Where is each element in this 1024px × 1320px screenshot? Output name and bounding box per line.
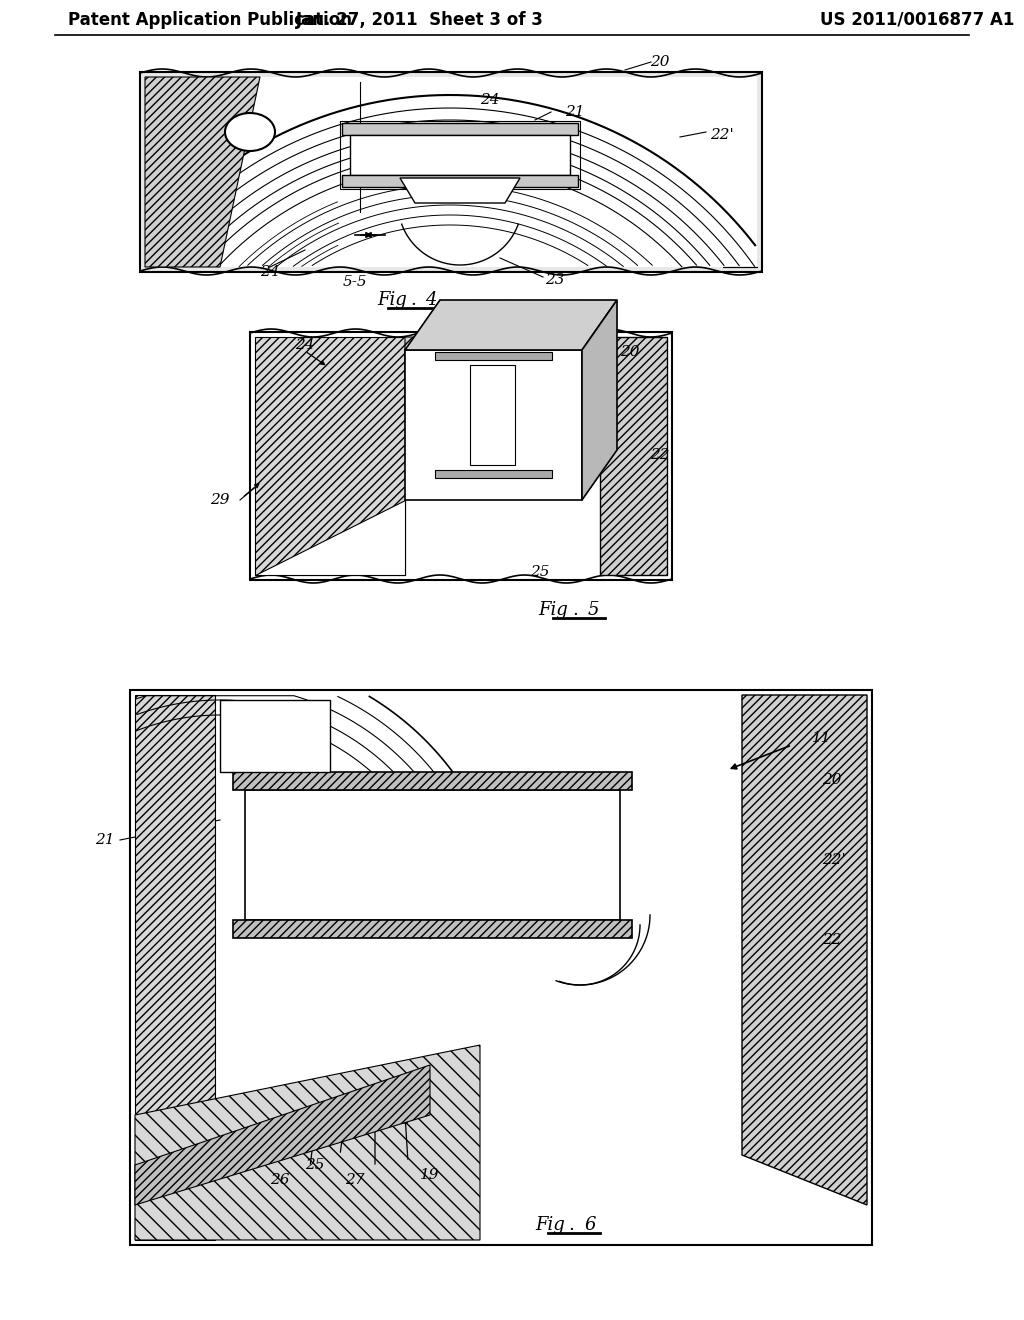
Text: 20: 20 xyxy=(650,55,670,69)
Text: 5: 5 xyxy=(588,601,599,619)
Text: 24: 24 xyxy=(260,265,280,279)
Polygon shape xyxy=(135,696,215,1239)
Polygon shape xyxy=(406,350,582,500)
Text: 22': 22' xyxy=(822,853,846,867)
Text: Fig: Fig xyxy=(539,601,568,619)
Text: Fig: Fig xyxy=(536,1216,565,1234)
Text: 25: 25 xyxy=(530,565,550,579)
Text: 20: 20 xyxy=(620,345,640,359)
Polygon shape xyxy=(135,1065,430,1205)
Polygon shape xyxy=(435,352,552,360)
Text: Jan. 27, 2011  Sheet 3 of 3: Jan. 27, 2011 Sheet 3 of 3 xyxy=(296,11,544,29)
Polygon shape xyxy=(582,300,617,500)
Polygon shape xyxy=(130,690,872,1245)
Polygon shape xyxy=(600,337,667,576)
Text: 21: 21 xyxy=(95,833,115,847)
Text: 22': 22' xyxy=(710,128,734,143)
Polygon shape xyxy=(406,337,600,412)
Polygon shape xyxy=(145,77,757,267)
Text: 29: 29 xyxy=(210,492,229,507)
Polygon shape xyxy=(140,73,762,272)
Polygon shape xyxy=(742,696,867,1205)
Polygon shape xyxy=(245,789,620,920)
Polygon shape xyxy=(145,77,260,267)
Text: 21: 21 xyxy=(565,106,585,119)
Text: 19: 19 xyxy=(420,1168,439,1181)
Text: Patent Application Publication: Patent Application Publication xyxy=(68,11,352,29)
Polygon shape xyxy=(350,135,570,176)
Text: .: . xyxy=(572,601,578,619)
Text: 24: 24 xyxy=(480,92,500,107)
Text: 24: 24 xyxy=(295,338,314,352)
Text: 4: 4 xyxy=(425,290,436,309)
Text: .: . xyxy=(568,1216,573,1234)
Polygon shape xyxy=(342,123,578,135)
Text: Fig: Fig xyxy=(377,290,407,309)
Polygon shape xyxy=(255,500,406,576)
Text: 11: 11 xyxy=(812,731,831,744)
Text: 26: 26 xyxy=(270,1173,290,1187)
Ellipse shape xyxy=(225,114,275,150)
Polygon shape xyxy=(233,920,632,939)
Text: US 2011/0016877 A1: US 2011/0016877 A1 xyxy=(820,11,1015,29)
Polygon shape xyxy=(250,333,672,579)
Polygon shape xyxy=(342,176,578,187)
Polygon shape xyxy=(406,300,617,350)
Text: 6: 6 xyxy=(584,1216,596,1234)
Polygon shape xyxy=(135,1045,480,1239)
Text: 23: 23 xyxy=(545,273,565,286)
Text: 25: 25 xyxy=(305,1158,325,1172)
Text: 22': 22' xyxy=(650,447,674,462)
Text: 5-5: 5-5 xyxy=(343,275,368,289)
Polygon shape xyxy=(470,366,515,465)
Polygon shape xyxy=(435,470,552,478)
Polygon shape xyxy=(220,700,330,772)
Text: 20: 20 xyxy=(822,774,842,787)
Polygon shape xyxy=(400,178,520,203)
Text: .: . xyxy=(410,290,416,309)
Polygon shape xyxy=(233,772,632,789)
Text: 24: 24 xyxy=(340,799,359,812)
Text: 22: 22 xyxy=(822,933,842,946)
Text: 27: 27 xyxy=(345,1173,365,1187)
Polygon shape xyxy=(255,337,406,576)
